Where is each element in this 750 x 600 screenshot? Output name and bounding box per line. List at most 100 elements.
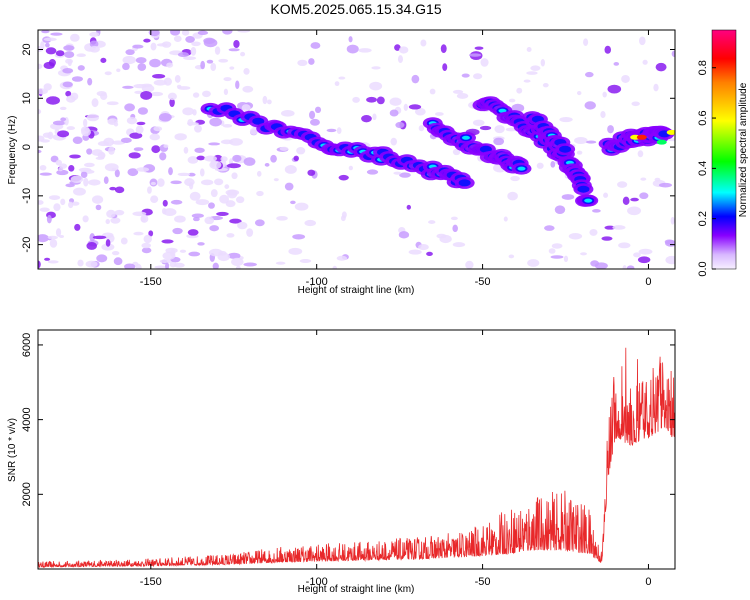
spectrogram-speckle [550,161,556,168]
spectrogram-speckle [126,116,138,125]
spectrogram-speckle [639,192,649,200]
spectrogram-speckle [78,167,92,172]
spectrogram-speckle [153,126,163,132]
spectrogram-speckle [83,177,89,187]
spectrogram-speckle [418,125,425,132]
spectrogram-speckle [124,103,135,112]
spectrogram-trace-peak [498,108,507,113]
spectrogram-speckle [613,62,620,66]
spectrogram-speckle [503,216,508,222]
spectrogram-speckle [140,90,153,100]
snr-frame [37,329,676,570]
spectrogram-speckle [52,120,66,126]
y-tick-label: 4000 [21,407,33,431]
spectrogram-speckle [188,172,196,177]
spectrogram-speckle [218,58,229,63]
spectrogram-speckle [74,223,81,231]
spectrogram-speckle [190,46,197,56]
spectrogram-speckle [507,191,518,201]
spectrogram-speckle [149,58,161,68]
spectrogram-speckle [38,88,48,95]
spectrogram-speckle [200,60,206,70]
spectrogram-speckle [340,215,346,222]
spectrogram-speckle [284,182,294,191]
spectrogram-speckle [124,263,136,269]
spectrogram-speckle [53,203,61,212]
spectrogram-speckle [76,53,86,58]
spectrogram-speckle [468,53,482,57]
spectrogram-speckle [47,131,54,140]
spectrogram-speckle [408,249,422,255]
spectrogram-speckle [414,107,426,116]
spectrogram-speckle [589,228,598,236]
spectrogram-speckle [208,142,221,146]
spectrogram-image [38,30,675,269]
spectrogram-speckle [106,209,116,218]
spectrogram-speckle [149,133,161,141]
spectrogram-speckle [55,228,62,237]
spectrogram-speckle [494,125,505,134]
spectrogram-speckle [177,52,189,58]
spectrogram-speckle [420,39,427,47]
spectrogram-speckle [201,90,211,98]
snr-ticks: -150 -100 -50 0 2000 4000 6000 [21,330,675,588]
spectrogram-speckle [222,123,233,128]
spectrogram-speckle [150,42,157,51]
spectrogram-speckle [607,84,622,94]
spectrogram-speckle [170,30,181,36]
spectrogram-speckle [428,220,436,224]
spectrogram-speckle [209,225,220,232]
spectrogram-speckle [206,59,214,64]
spectrogram-speckle [393,171,402,175]
spectrogram-speckle [68,198,75,203]
spectrogram-speckle [225,189,240,196]
spectrogram-speckle [637,256,651,264]
spectrogram-speckle [308,58,315,65]
spectrogram-speckle [104,163,119,172]
spectrogram-speckle [671,50,675,57]
spectrogram-hotspot [656,139,667,145]
spectrogram-speckle [59,234,65,239]
spectrogram-speckle [60,117,67,122]
spectrogram-speckle [44,257,51,261]
spectrogram-speckle [38,200,44,205]
spectrogram-speckle [465,260,474,269]
spectrogram-speckle [276,215,288,221]
spectrogram-speckle [106,101,119,106]
spectrogram-speckle [237,30,251,33]
spectrogram-speckle [516,87,523,94]
spectrogram-speckle [232,154,242,163]
spectrogram-speckle [111,251,120,256]
y-tick-label: -20 [21,237,33,253]
spectrogram-speckle [450,216,458,221]
spectrogram-speckle [371,66,381,70]
spectrogram-speckle [165,247,178,254]
spectrogram-speckle [166,62,174,68]
spectrogram-speckle [59,106,67,111]
spectrogram-speckle [64,51,75,58]
spectrogram-speckle [162,199,168,207]
spectrogram-speckle [96,90,107,97]
spectrogram-speckle [372,113,377,121]
spectrogram-speckle [584,101,596,110]
spectrogram-speckle [315,106,322,114]
x-tick-label: -150 [140,276,162,288]
spectrogram-speckle [156,43,168,47]
spectrogram-trace-core [252,117,265,125]
spectrogram-speckle [348,36,353,43]
spectrogram-speckle [429,88,436,95]
spectrogram-speckle [304,219,317,227]
spectrogram-frame [37,29,676,270]
spectrogram-speckle [544,225,555,231]
spectrogram-speckle [293,155,299,162]
spectrogram-speckle [242,85,254,93]
spectrogram-speckle [128,152,141,159]
spectrogram-speckle [310,118,320,126]
spectrogram-speckle [141,242,152,249]
spectrogram-speckle [655,62,667,72]
spectrogram-speckle [80,171,88,178]
spectrogram-speckle [114,186,125,194]
spectrogram-speckle [474,46,484,50]
spectrogram-speckle [168,167,173,176]
spectrogram-speckle [418,244,429,251]
